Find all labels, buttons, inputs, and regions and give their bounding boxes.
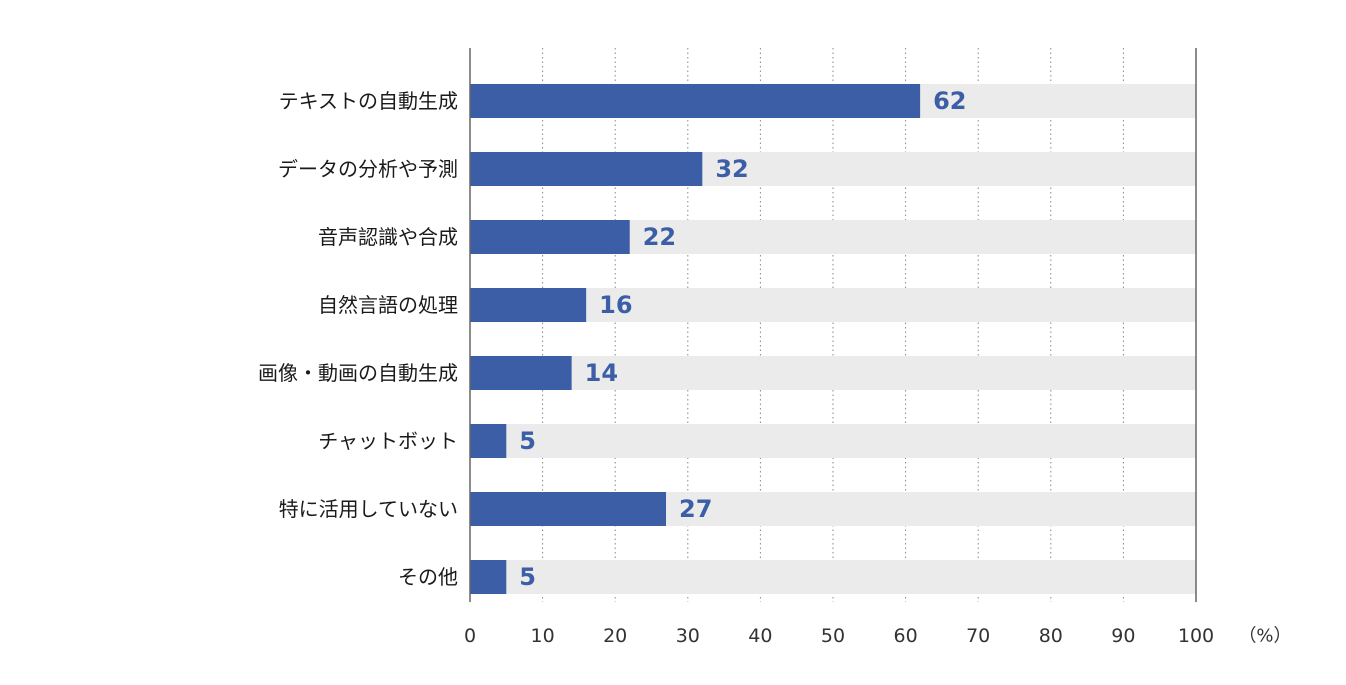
x-tick-label: 50 (821, 625, 845, 647)
bar (470, 356, 572, 390)
bar-tracks (470, 84, 1196, 594)
bar (470, 424, 507, 458)
value-label: 16 (599, 291, 632, 319)
category-labels: テキストの自動生成データの分析や予測音声認識や合成自然言語の処理画像・動画の自動… (258, 89, 458, 589)
bar (470, 560, 507, 594)
bar (470, 152, 703, 186)
value-label: 22 (643, 223, 676, 251)
value-label: 5 (519, 563, 536, 591)
category-label: その他 (398, 565, 458, 589)
value-labels: 62 32 22 16 14 5 27 5 (519, 87, 966, 591)
bar (470, 492, 667, 526)
value-label: 27 (679, 495, 712, 523)
category-label: データの分析や予測 (278, 157, 458, 181)
x-tick-label: 90 (1111, 625, 1135, 647)
category-label: 特に活用していない (279, 497, 458, 521)
bar-track (470, 356, 1196, 390)
category-label: 画像・動画の自動生成 (258, 361, 458, 385)
category-label: 自然言語の処理 (318, 293, 458, 317)
bar-track (470, 288, 1196, 322)
category-label: 音声認識や合成 (318, 225, 458, 249)
bar (470, 84, 921, 118)
x-tick-label: 0 (464, 625, 476, 647)
bar (470, 220, 630, 254)
value-label: 5 (519, 427, 536, 455)
x-tick-label: 80 (1039, 625, 1063, 647)
value-label: 32 (715, 155, 748, 183)
x-tick-label: 60 (894, 625, 918, 647)
value-label: 14 (585, 359, 618, 387)
x-tick-labels: 0 10 20 30 40 50 60 70 80 90 100 (464, 625, 1214, 647)
x-tick-label: 10 (531, 625, 555, 647)
value-label: 62 (933, 87, 966, 115)
x-axis-unit-label: （%） (1238, 626, 1291, 647)
bar-track (470, 560, 1196, 594)
x-tick-label: 70 (966, 625, 990, 647)
x-tick-label: 20 (603, 625, 627, 647)
bar (470, 288, 587, 322)
bars (470, 84, 921, 594)
x-tick-label: 40 (748, 625, 772, 647)
bar-track (470, 424, 1196, 458)
x-tick-label: 100 (1178, 625, 1214, 647)
category-label: テキストの自動生成 (279, 89, 458, 113)
x-tick-label: 30 (676, 625, 700, 647)
axes (469, 48, 1197, 602)
category-label: チャットボット (318, 429, 458, 453)
